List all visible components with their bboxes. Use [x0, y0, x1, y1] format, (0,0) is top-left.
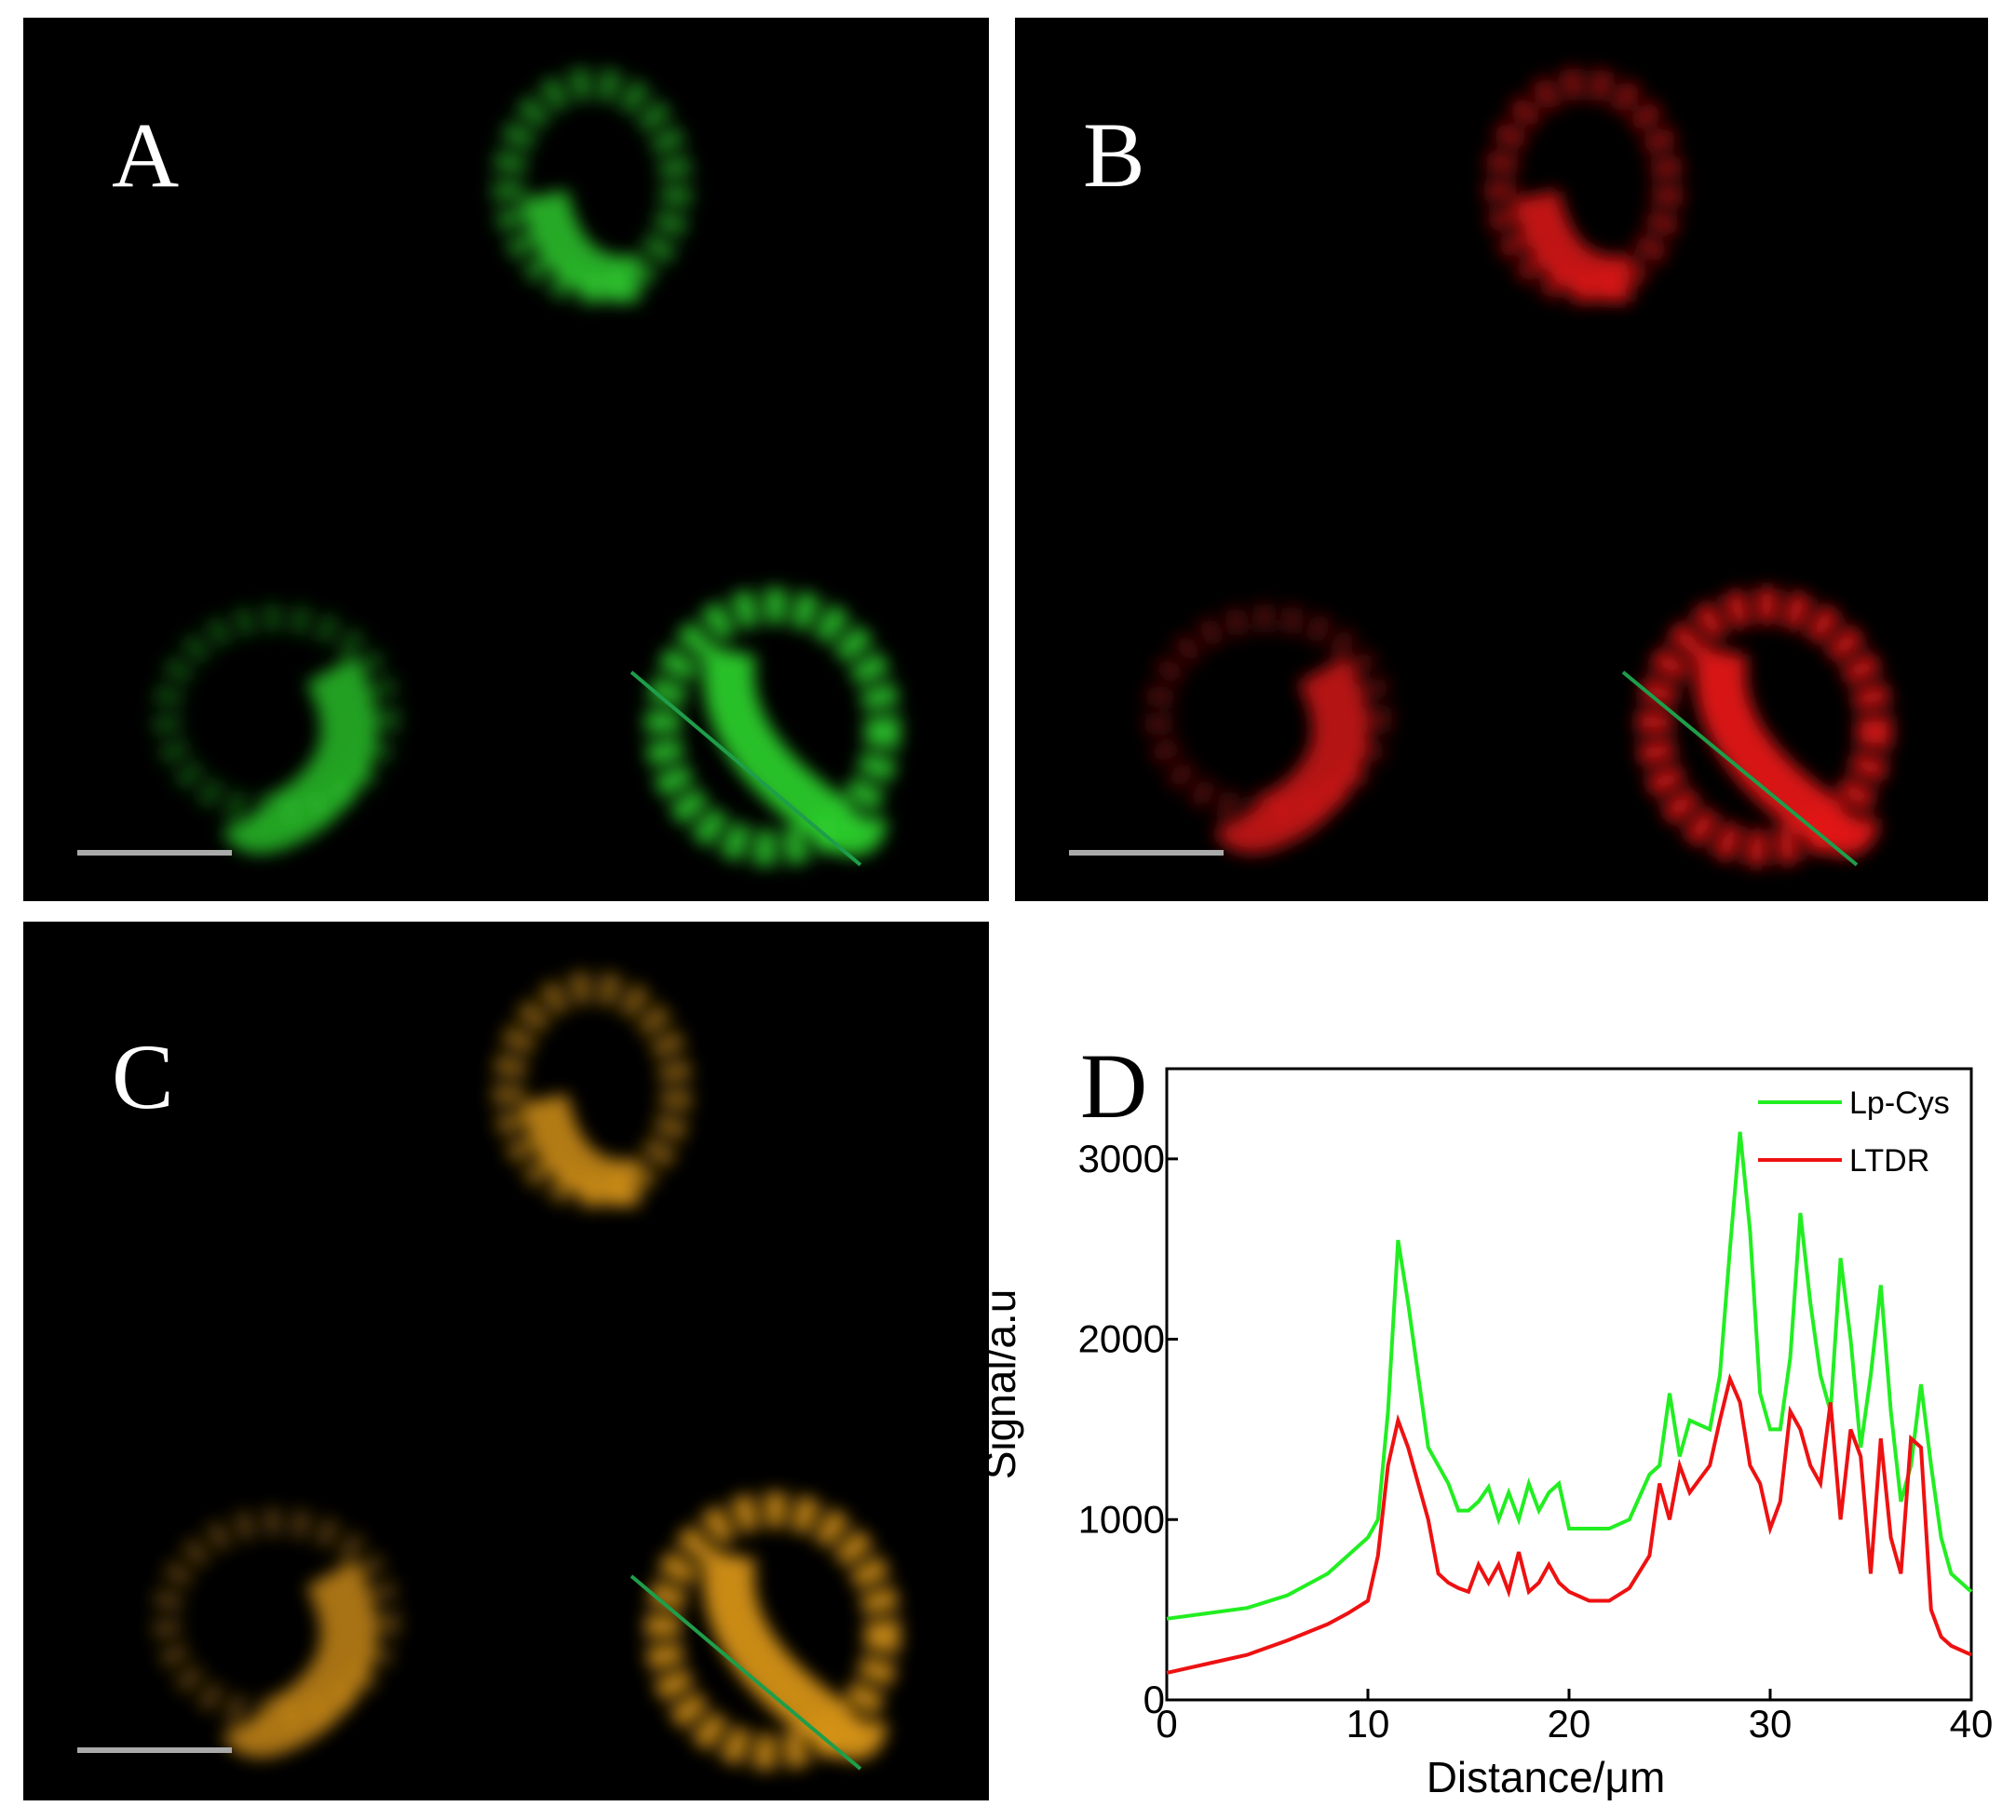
legend-label: LTDR — [1849, 1143, 1929, 1179]
panel-label: A — [112, 103, 179, 207]
profile-line — [1621, 670, 1859, 867]
y-tick-label: 3000 — [1078, 1137, 1165, 1180]
x-tick-label: 20 — [1548, 1702, 1591, 1746]
x-tick-label: 0 — [1156, 1702, 1177, 1746]
x-tick-label: 40 — [1950, 1702, 1994, 1746]
series-line — [1166, 1372, 1972, 1675]
y-tick-label: 0 — [1143, 1678, 1165, 1721]
series-line — [1166, 1131, 1973, 1621]
line-chart: D Distance/μm Signal/a.u 0 10 20 30 40 0 1000 2… — [976, 1034, 1993, 1801]
panel-b: B — [1015, 18, 1988, 901]
panel-a: A — [23, 18, 989, 901]
panel-c: C — [23, 922, 989, 1800]
legend-label: Lp-Cys — [1849, 1085, 1950, 1121]
x-tick-label: 30 — [1749, 1702, 1793, 1746]
chart-title: D — [1080, 1034, 1147, 1138]
x-axis-label: Distance/μm — [1427, 1753, 1666, 1801]
y-tick-label: 2000 — [1078, 1317, 1165, 1361]
micrograph — [1015, 18, 1988, 901]
profile-line — [629, 670, 862, 867]
y-axis-label: Signal/a.u — [976, 1289, 1024, 1480]
panel-label: B — [1083, 103, 1145, 207]
x-tick-label: 10 — [1346, 1702, 1390, 1746]
panel-label: C — [112, 1025, 174, 1128]
profile-line — [629, 1574, 862, 1771]
y-tick-label: 1000 — [1078, 1497, 1165, 1541]
